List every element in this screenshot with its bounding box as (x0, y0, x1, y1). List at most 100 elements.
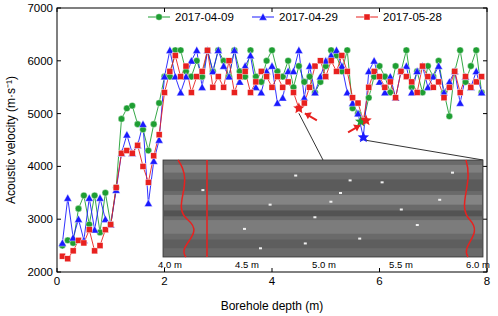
data-point (118, 116, 125, 123)
data-point (414, 89, 420, 95)
data-point (214, 46, 222, 53)
legend-label: 2017-04-29 (279, 11, 338, 23)
inset-tick-label: 6.0 m (466, 259, 490, 270)
data-point (58, 239, 66, 246)
data-point (162, 89, 168, 95)
data-point (205, 47, 211, 53)
y-tick (57, 166, 61, 167)
image-frame (163, 160, 483, 257)
data-point (436, 79, 442, 85)
data-point (451, 67, 459, 74)
image-trace (206, 160, 208, 257)
data-point (285, 79, 291, 85)
legend-label: 2017-05-28 (383, 11, 442, 23)
pointer-arrow-head (353, 124, 360, 131)
data-point (355, 110, 362, 117)
data-point (119, 150, 125, 156)
data-point (129, 102, 136, 109)
data-point (463, 74, 469, 80)
x-tick (379, 8, 380, 12)
data-point (226, 58, 232, 64)
image-band (164, 220, 482, 234)
data-point (70, 248, 76, 254)
data-point (215, 74, 221, 80)
data-point (355, 100, 361, 106)
pointer-arrow (348, 125, 360, 132)
data-point (280, 84, 286, 90)
data-point (113, 185, 119, 191)
data-point (387, 79, 393, 85)
data-point (420, 63, 426, 69)
data-point (457, 89, 463, 95)
data-point (123, 131, 131, 138)
data-point (76, 237, 82, 243)
data-point (225, 73, 233, 80)
x-tick (487, 8, 488, 12)
data-point (317, 58, 323, 64)
data-point (479, 74, 485, 80)
y-tick (57, 8, 61, 9)
data-point (269, 84, 275, 90)
data-point (183, 63, 189, 69)
data-point (139, 120, 147, 127)
x-tick-label: 0 (54, 275, 60, 287)
image-band (164, 179, 482, 191)
data-point (446, 84, 452, 90)
data-point (451, 68, 458, 75)
data-point (462, 73, 470, 80)
y-tick (483, 166, 487, 167)
data-point (425, 74, 431, 80)
borehole-image (163, 160, 483, 257)
data-point (334, 68, 340, 74)
data-group (58, 46, 485, 262)
data-point (64, 194, 72, 201)
pointer-arrow (305, 113, 317, 120)
image-band (164, 210, 482, 216)
data-point (198, 83, 206, 90)
series-line (62, 50, 481, 259)
y-tick-label: 4000 (27, 160, 53, 172)
data-point (188, 89, 194, 95)
data-point (269, 47, 276, 54)
image-speck (339, 192, 342, 194)
image-speck (381, 181, 384, 183)
data-point (177, 88, 185, 95)
data-point (247, 52, 255, 59)
data-point (456, 99, 464, 106)
y-tick (483, 60, 487, 61)
data-point (457, 47, 464, 54)
image-speck (201, 189, 204, 191)
data-point (178, 74, 184, 80)
data-point (452, 68, 458, 74)
image-speck (416, 224, 419, 226)
data-point (468, 84, 474, 90)
data-point (441, 95, 447, 101)
data-point (419, 62, 427, 69)
data-point (108, 221, 114, 227)
data-point (409, 79, 415, 85)
data-point (403, 74, 409, 80)
data-point (478, 88, 486, 95)
data-point (370, 57, 378, 64)
data-point (473, 47, 480, 54)
data-point (307, 84, 313, 90)
data-point (107, 220, 115, 227)
inset-tick-label: 5.0 m (312, 259, 336, 270)
data-point (274, 74, 280, 80)
data-point (102, 227, 108, 233)
connector (366, 140, 483, 160)
data-point (392, 94, 400, 101)
data-point (129, 150, 135, 156)
image-band (164, 240, 482, 249)
x-tick (272, 268, 273, 272)
y-tick-label: 6000 (27, 55, 53, 67)
data-point (226, 73, 233, 80)
image-speck (304, 242, 307, 244)
y-tick (483, 219, 487, 220)
data-point (242, 68, 248, 74)
data-point (366, 84, 372, 90)
pointer-arrow-head (305, 112, 312, 119)
data-point (398, 68, 404, 74)
data-point (81, 240, 87, 246)
data-point (473, 79, 479, 85)
